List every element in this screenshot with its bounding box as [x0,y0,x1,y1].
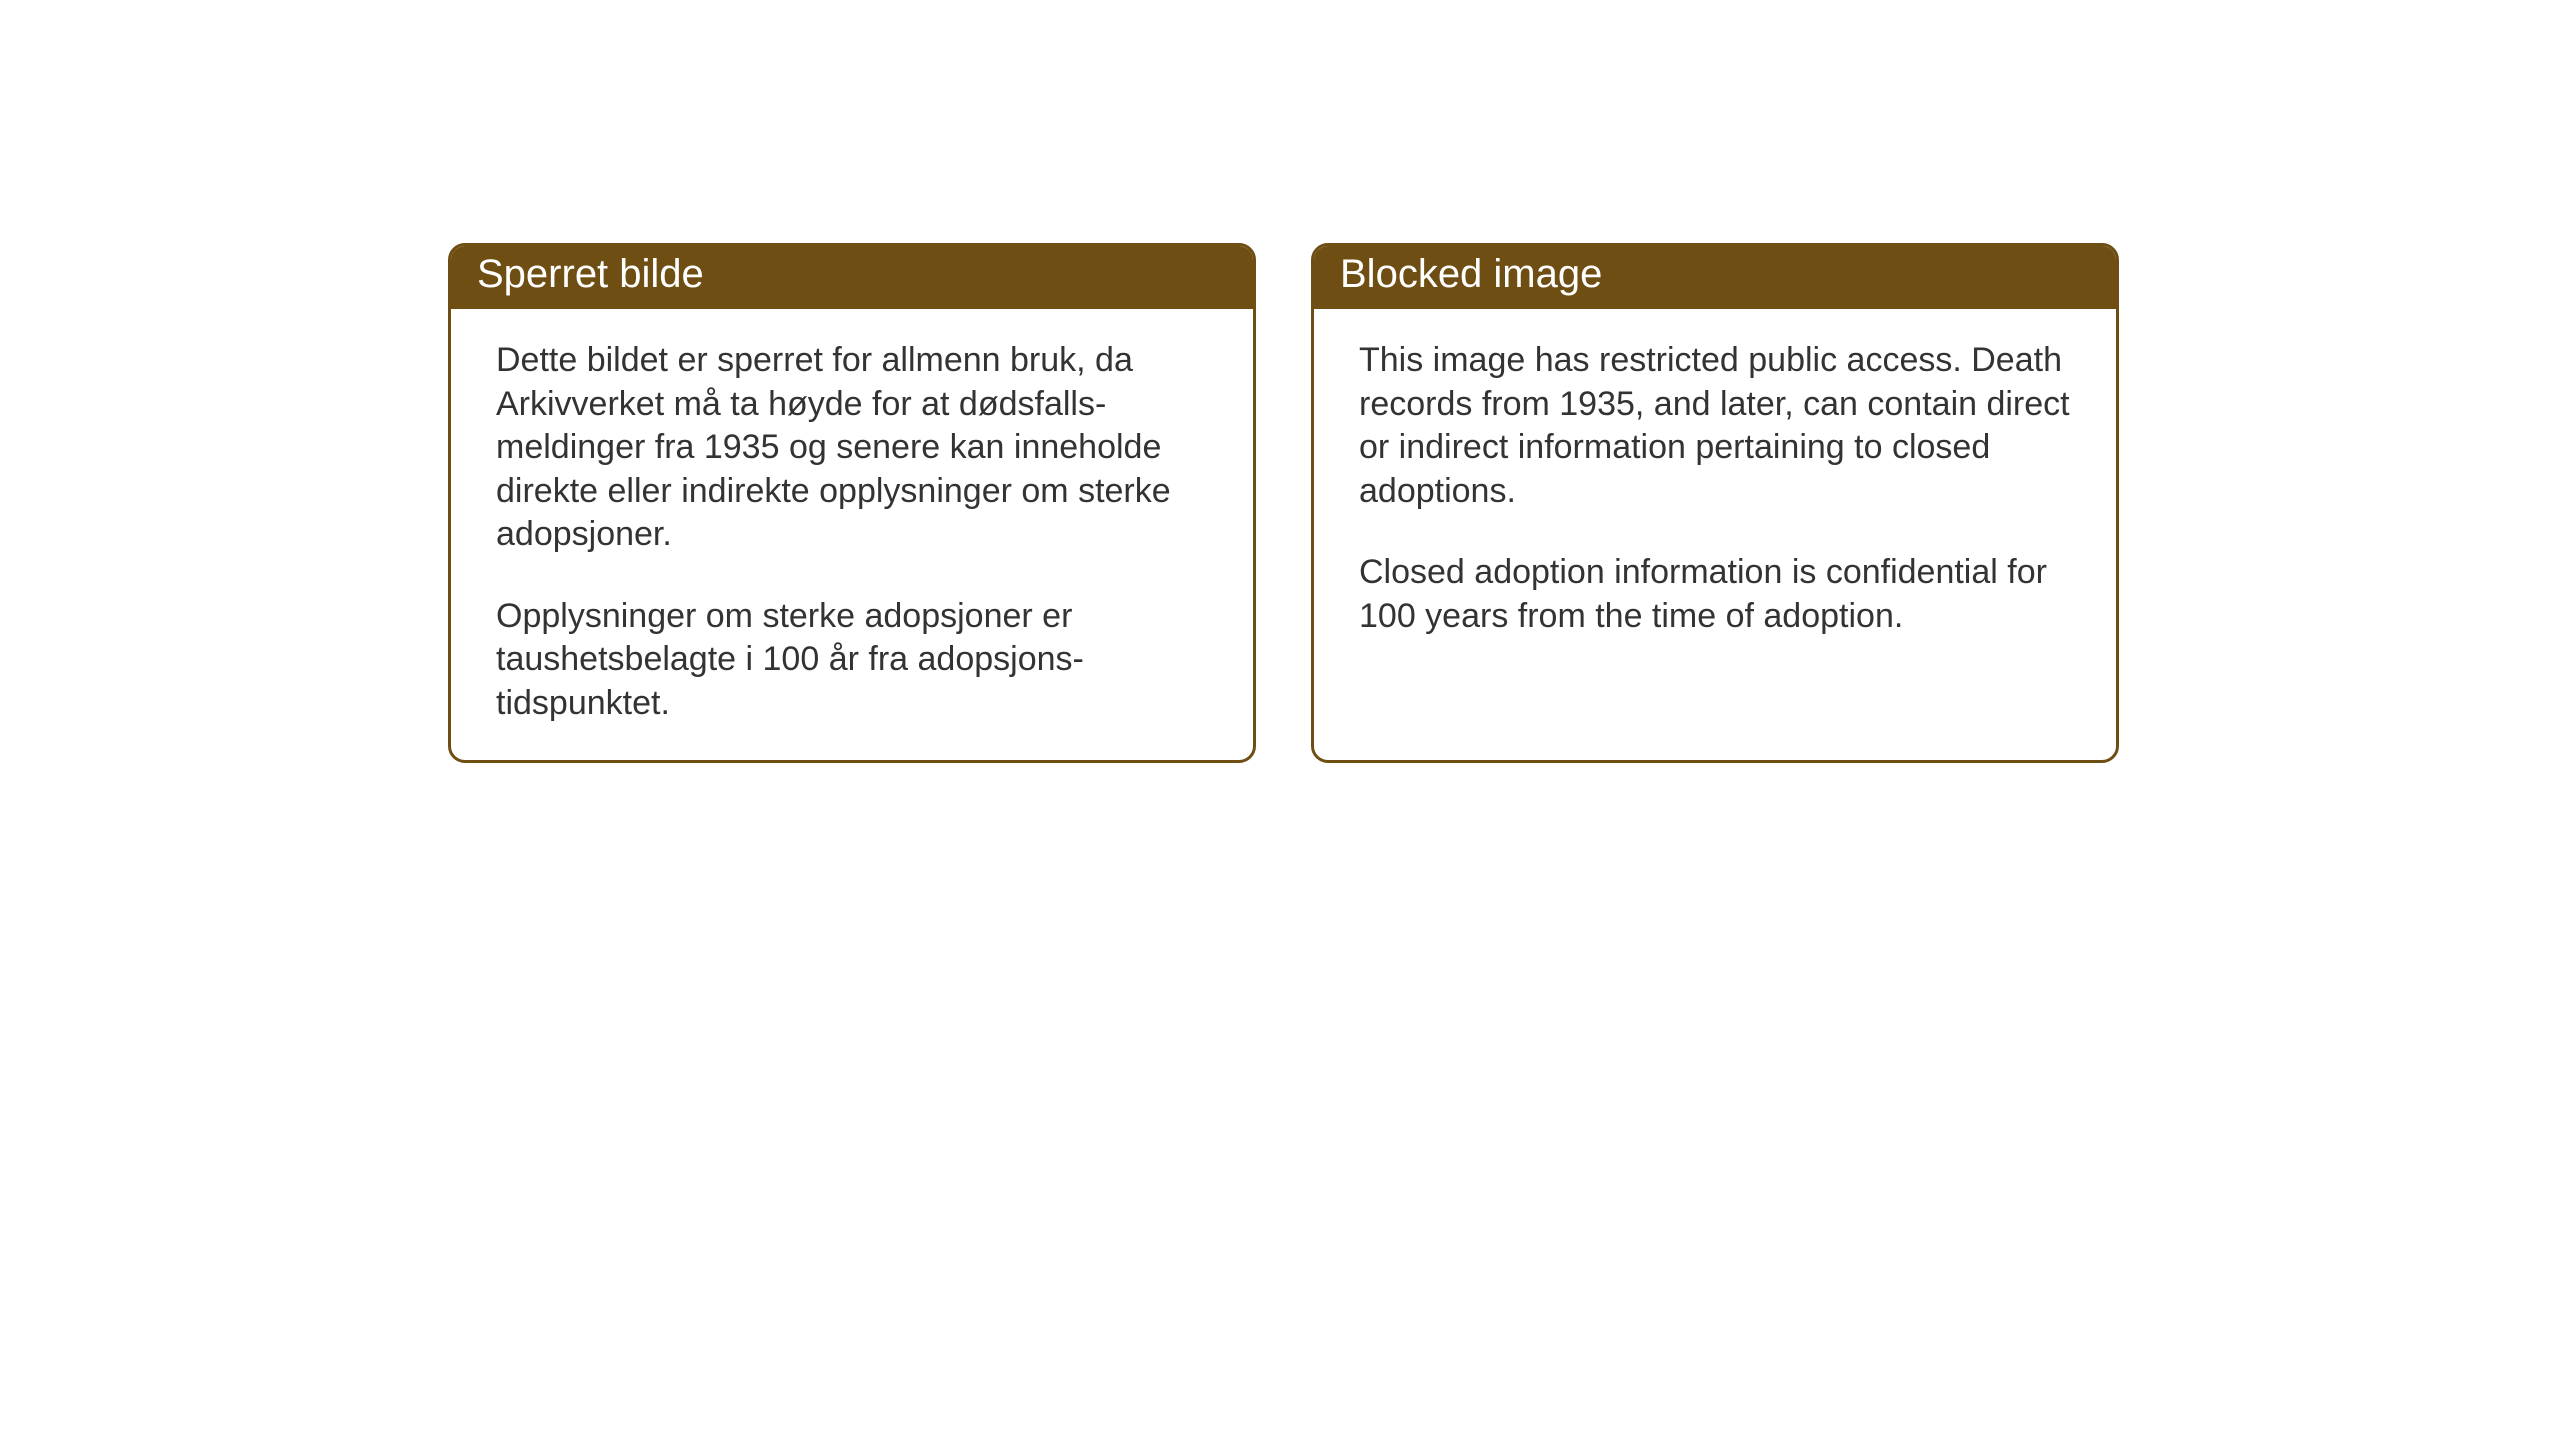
english-panel-title: Blocked image [1314,246,2116,309]
english-paragraph-1: This image has restricted public access.… [1359,339,2071,513]
english-panel: Blocked image This image has restricted … [1311,243,2119,763]
norwegian-panel-title: Sperret bilde [451,246,1253,309]
norwegian-paragraph-2: Opplysninger om sterke adopsjoner er tau… [496,595,1208,726]
english-panel-body: This image has restricted public access.… [1314,309,2116,741]
norwegian-panel-body: Dette bildet er sperret for allmenn bruk… [451,309,1253,760]
norwegian-panel: Sperret bilde Dette bildet er sperret fo… [448,243,1256,763]
info-panels-container: Sperret bilde Dette bildet er sperret fo… [448,243,2119,763]
english-paragraph-2: Closed adoption information is confident… [1359,551,2071,638]
norwegian-paragraph-1: Dette bildet er sperret for allmenn bruk… [496,339,1208,557]
